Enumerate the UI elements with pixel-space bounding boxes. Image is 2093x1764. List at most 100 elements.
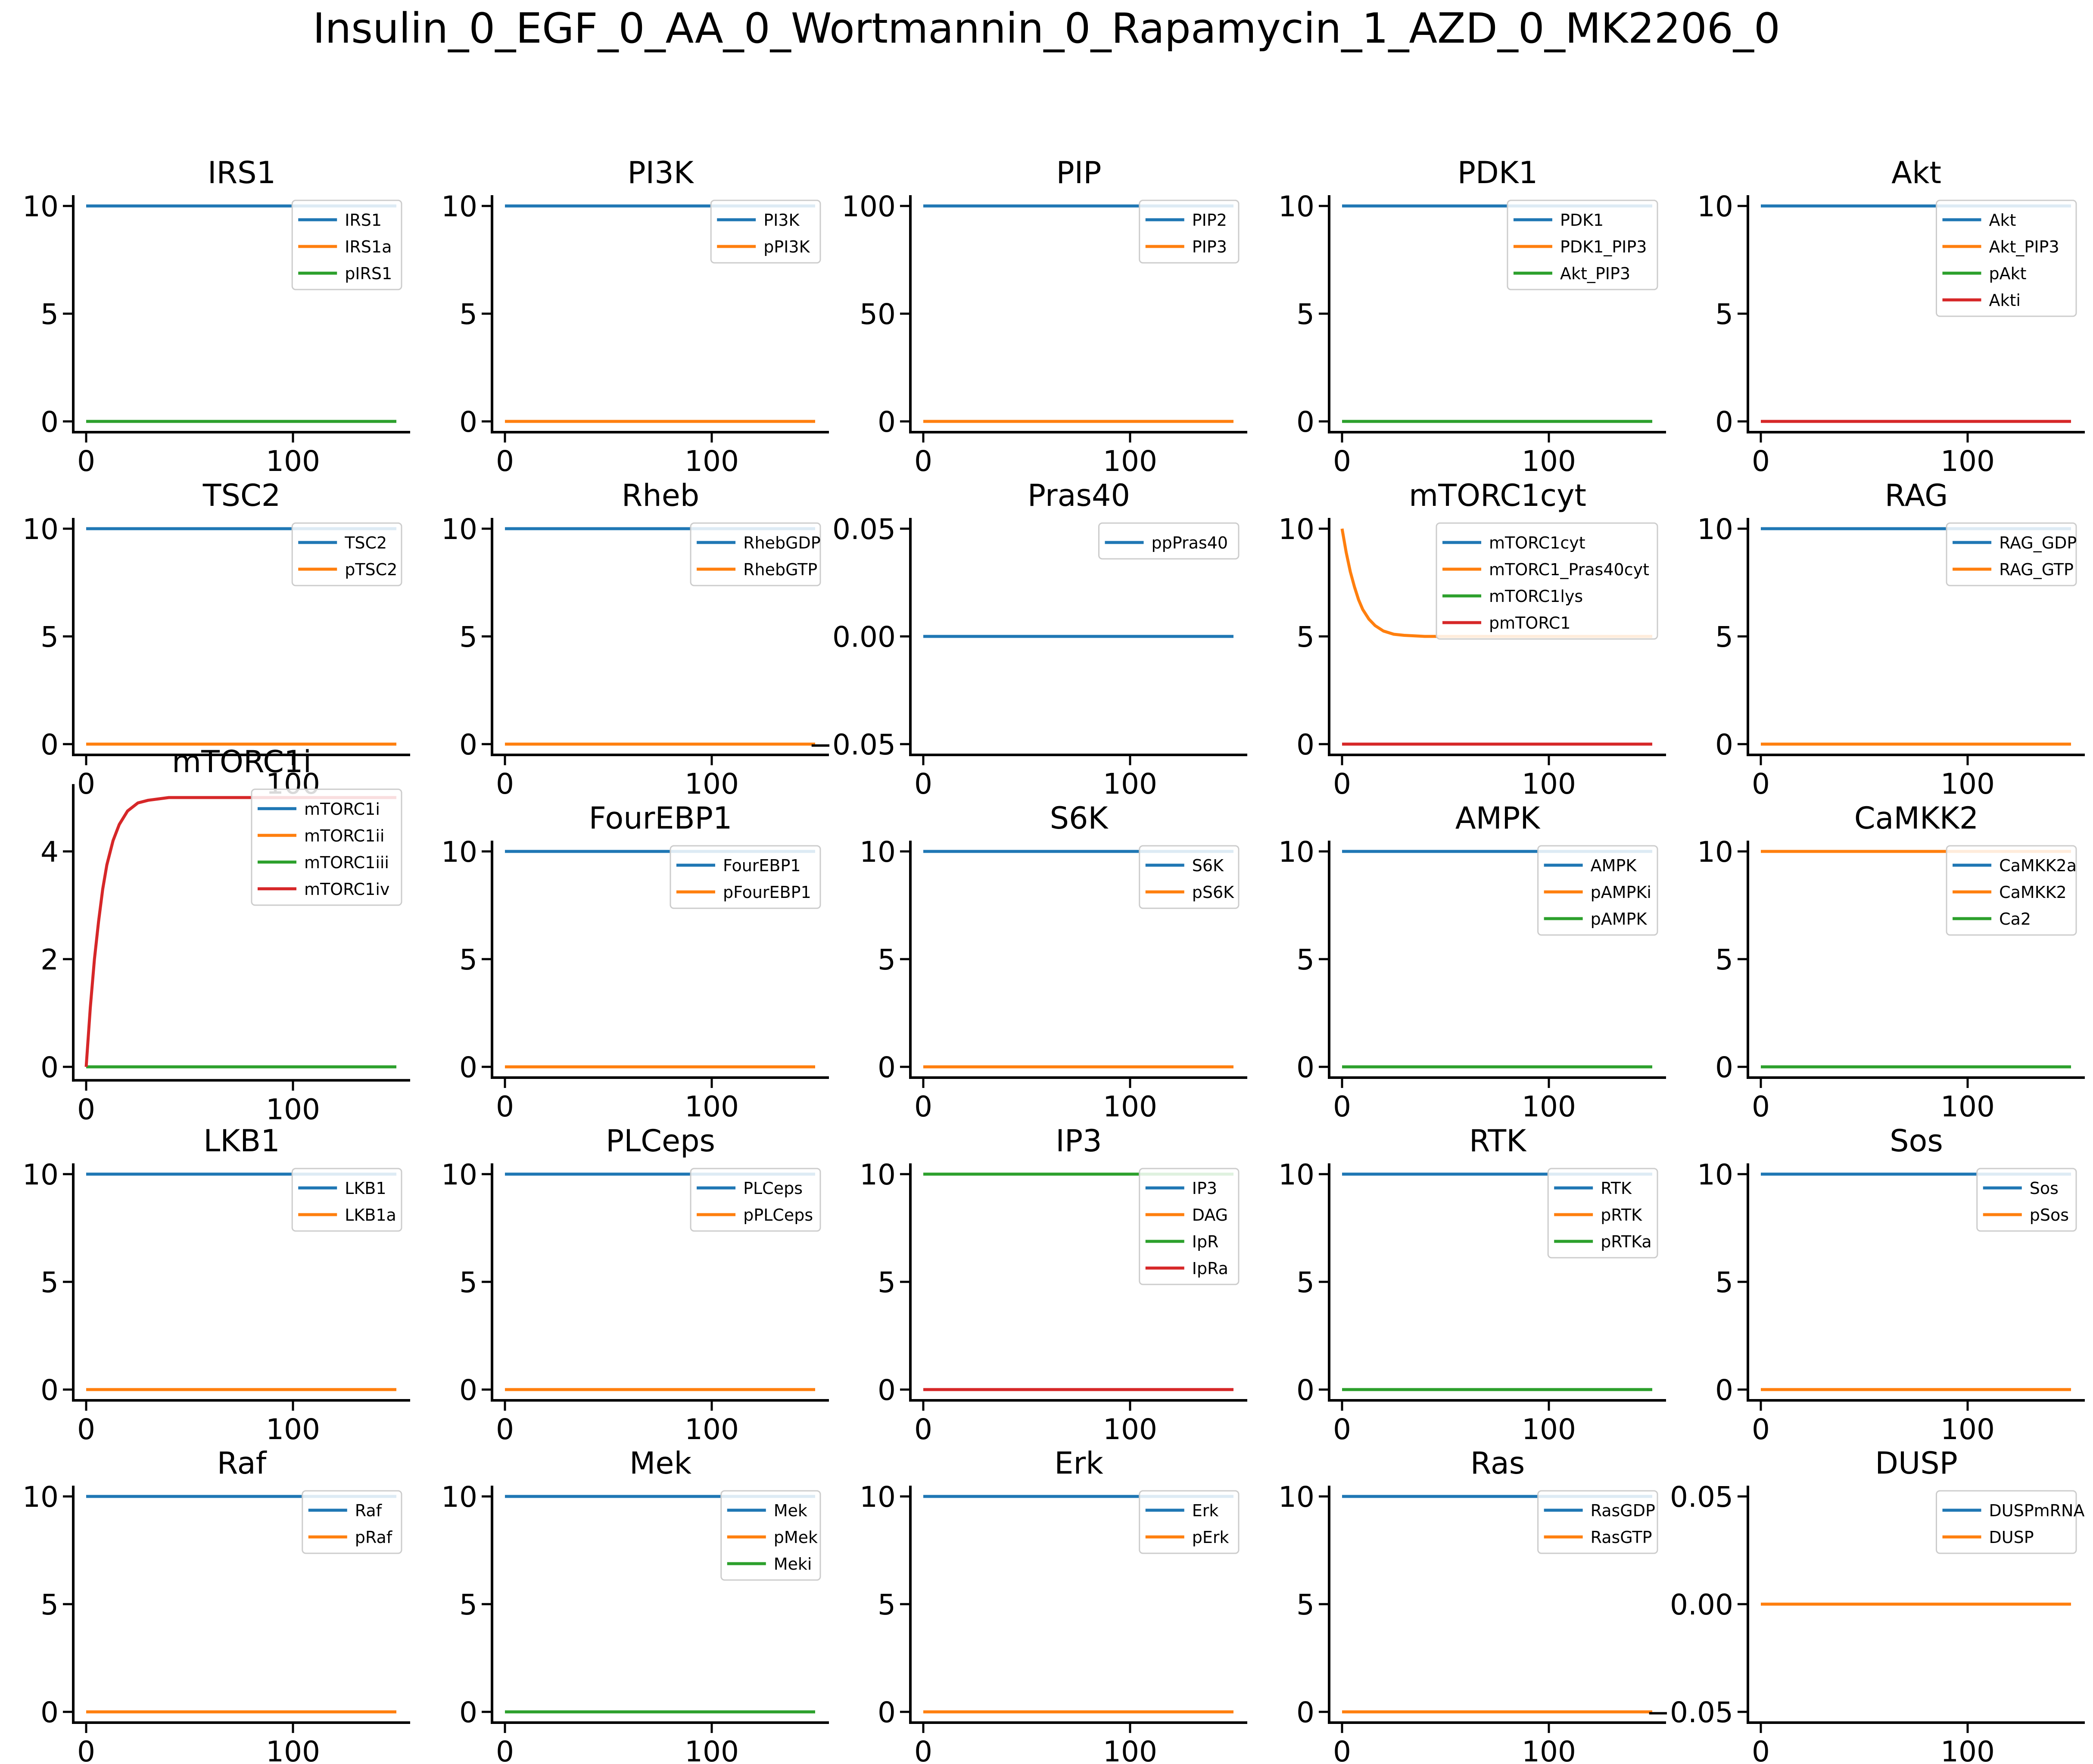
legend-label: PI3K bbox=[763, 211, 800, 230]
y-tick-label: 10 bbox=[1697, 513, 1733, 546]
legend-label: pRTK bbox=[1601, 1206, 1642, 1225]
y-tick-label: 5 bbox=[878, 1266, 896, 1299]
y-tick-label: 5 bbox=[1715, 943, 1733, 976]
y-tick-label: 5 bbox=[1715, 1266, 1733, 1299]
x-tick-label: 0 bbox=[496, 445, 514, 478]
x-tick-label: 0 bbox=[1752, 445, 1770, 478]
legend: S6K pS6K bbox=[1139, 845, 1240, 909]
y-tick-label: 2 bbox=[40, 943, 59, 976]
legend-label: LKB1 bbox=[345, 1179, 386, 1198]
legend-label: IP3 bbox=[1192, 1179, 1217, 1198]
legend: AMPK pAMPKi pAMPK bbox=[1537, 845, 1658, 936]
x-tick-label: 100 bbox=[266, 1093, 320, 1126]
x-tick-label: 0 bbox=[1333, 1735, 1351, 1764]
y-tick-label: 5 bbox=[1296, 1266, 1314, 1299]
subplot-title: PLCeps bbox=[606, 1123, 715, 1159]
legend: RTK pRTK pRTKa bbox=[1547, 1168, 1658, 1259]
x-tick-label: 0 bbox=[914, 1090, 932, 1123]
y-tick-label: 10 bbox=[1278, 1480, 1314, 1514]
x-tick-label: 0 bbox=[914, 767, 932, 801]
x-tick-label: 100 bbox=[266, 1735, 320, 1764]
legend: IP3 DAG IpR IpRa bbox=[1139, 1168, 1240, 1285]
x-tick-label: 100 bbox=[266, 445, 320, 478]
y-tick-label: 0 bbox=[878, 1696, 896, 1729]
y-tick-label: 0 bbox=[459, 1696, 477, 1729]
y-tick-label: 50 bbox=[860, 298, 896, 331]
subplot-title: PIP bbox=[1056, 155, 1101, 190]
x-tick-label: 0 bbox=[496, 1090, 514, 1123]
legend: LKB1 LKB1a bbox=[291, 1168, 402, 1232]
subplot-title: Pras40 bbox=[1028, 478, 1130, 513]
legend-box bbox=[251, 789, 402, 906]
legend-label: RTK bbox=[1601, 1179, 1632, 1198]
legend: RasGDP RasGTP bbox=[1537, 1490, 1658, 1554]
legend-label: mTORC1lys bbox=[1489, 587, 1583, 606]
legend-label: pPLCeps bbox=[743, 1206, 813, 1225]
x-tick-label: 0 bbox=[1333, 767, 1351, 801]
subplot-title: CaMKK2 bbox=[1854, 801, 1979, 836]
subplot-title: FourEBP1 bbox=[589, 801, 732, 836]
legend-label: IRS1a bbox=[345, 237, 392, 256]
x-tick-label: 0 bbox=[1333, 1090, 1351, 1123]
y-tick-label: 10 bbox=[441, 190, 477, 223]
subplot-title: S6K bbox=[1050, 801, 1109, 836]
legend-label: Mek bbox=[774, 1501, 807, 1520]
y-tick-label: 10 bbox=[441, 513, 477, 546]
legend-label: Akt_PIP3 bbox=[1560, 264, 1630, 283]
legend-label: mTORC1cyt bbox=[1489, 533, 1585, 552]
y-tick-label: 10 bbox=[441, 1480, 477, 1514]
y-tick-label: 0 bbox=[459, 728, 477, 761]
legend-box bbox=[1139, 1168, 1240, 1285]
x-tick-label: 100 bbox=[1103, 1413, 1157, 1446]
y-tick-label: 0 bbox=[1296, 1696, 1314, 1729]
legend-label: mTORC1i bbox=[304, 800, 380, 819]
legend-label: IpR bbox=[1192, 1232, 1219, 1251]
subplot-title: RTK bbox=[1469, 1123, 1527, 1159]
x-tick-label: 100 bbox=[1940, 445, 1995, 478]
y-tick-label: 0 bbox=[40, 405, 59, 439]
legend-label: pAMPKi bbox=[1591, 883, 1651, 902]
legend: Mek pMek Meki bbox=[720, 1490, 821, 1581]
legend-label: pPI3K bbox=[763, 237, 810, 256]
legend-label: DUSP bbox=[1989, 1528, 2034, 1547]
legend-label: pRaf bbox=[355, 1528, 393, 1547]
y-tick-label: 5 bbox=[1715, 620, 1733, 654]
y-tick-label: 10 bbox=[1697, 1158, 1733, 1191]
x-tick-label: 0 bbox=[1752, 767, 1770, 801]
subplot-title: DUSP bbox=[1875, 1446, 1958, 1481]
legend-label: pErk bbox=[1192, 1528, 1229, 1547]
legend-label: PIP2 bbox=[1192, 211, 1227, 230]
y-tick-label: 0 bbox=[1296, 1051, 1314, 1084]
series-line-mtorc1_pras40cyt bbox=[1340, 528, 1652, 638]
legend-label: Akt bbox=[1989, 211, 2016, 230]
legend: CaMKK2a CaMKK2 Ca2 bbox=[1946, 845, 2077, 936]
legend: mTORC1cyt mTORC1_Pras40cyt mTORC1lys pmTORC… bbox=[1436, 522, 1658, 640]
x-tick-label: 100 bbox=[1940, 767, 1995, 801]
y-tick-label: 0 bbox=[1296, 405, 1314, 439]
y-tick-label: 5 bbox=[1296, 298, 1314, 331]
y-tick-label: 0 bbox=[1715, 1374, 1733, 1407]
legend-label: FourEBP1 bbox=[723, 856, 801, 875]
y-tick-label: 10 bbox=[1278, 835, 1314, 869]
y-tick-label: 0 bbox=[878, 1051, 896, 1084]
legend-label: mTORC1ii bbox=[304, 826, 384, 845]
legend-label: mTORC1_Pras40cyt bbox=[1489, 560, 1649, 579]
subplot-title: AMPK bbox=[1455, 801, 1541, 836]
legend-label: RAG_GDP bbox=[1999, 533, 2077, 552]
legend: Erk pErk bbox=[1139, 1490, 1240, 1554]
x-tick-label: 100 bbox=[685, 767, 739, 801]
legend-label: DAG bbox=[1192, 1206, 1228, 1225]
legend-box bbox=[1537, 845, 1658, 936]
legend-label: Meki bbox=[774, 1555, 812, 1574]
legend-label: PLCeps bbox=[743, 1179, 803, 1198]
y-tick-label: 4 bbox=[40, 835, 59, 869]
y-tick-label: 5 bbox=[459, 943, 477, 976]
x-tick-label: 0 bbox=[1752, 1413, 1770, 1446]
legend-label: Sos bbox=[2030, 1179, 2059, 1198]
